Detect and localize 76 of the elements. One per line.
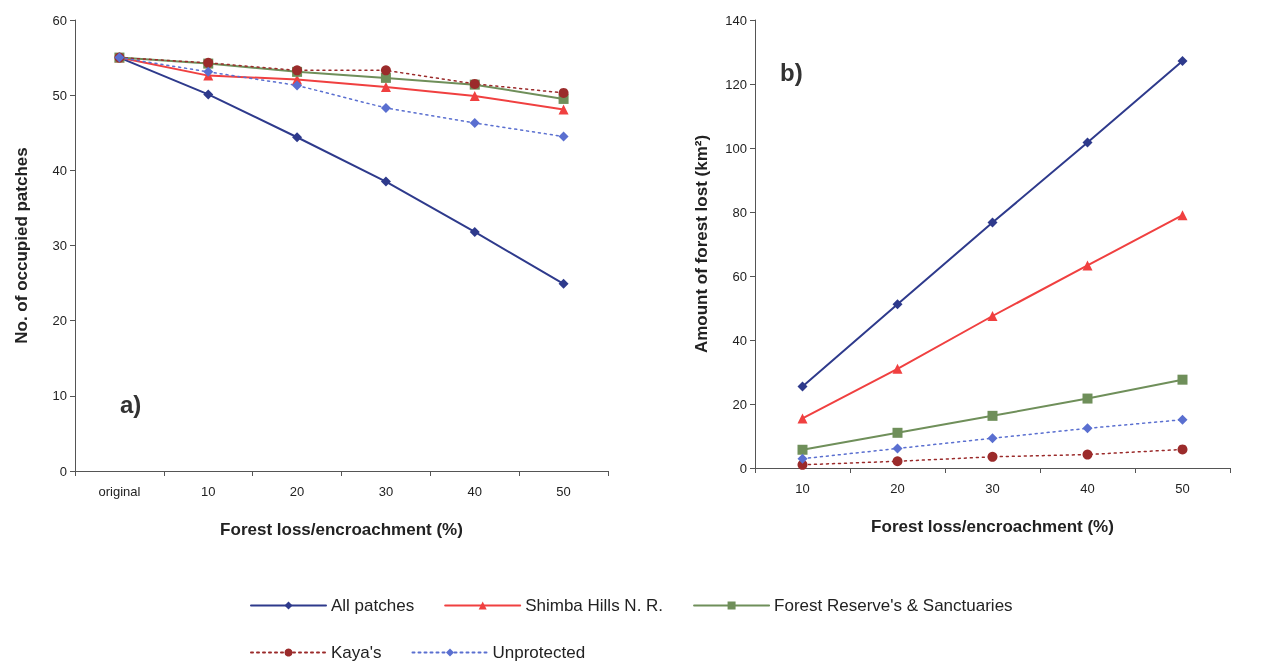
y-tick-label: 10 xyxy=(52,388,67,404)
point xyxy=(797,444,808,455)
x-tick-label: 20 xyxy=(289,484,305,499)
point xyxy=(203,89,214,100)
point xyxy=(469,117,480,128)
annotation: a) xyxy=(120,390,142,418)
y-tick-label: 50 xyxy=(52,87,67,103)
point xyxy=(987,410,998,421)
y-tick-label: 120 xyxy=(725,76,747,92)
y-tick-label: 30 xyxy=(52,238,67,253)
x-tick-label: 30 xyxy=(985,481,1000,496)
x-tick-label: 30 xyxy=(378,484,394,499)
point xyxy=(558,131,569,142)
point xyxy=(380,176,391,187)
x-tick-label: 50 xyxy=(556,484,571,499)
point xyxy=(1082,260,1093,271)
point xyxy=(797,413,808,424)
point xyxy=(1177,55,1188,66)
x-axis-title: Forest loss/encroachment (%) xyxy=(220,520,463,539)
point xyxy=(892,443,903,454)
point xyxy=(469,90,480,101)
point xyxy=(558,278,569,289)
x-tick-label: original xyxy=(98,484,141,499)
point xyxy=(892,299,903,310)
x-tick-label: 50 xyxy=(1175,481,1190,496)
point xyxy=(1082,393,1093,404)
y-tick-label: 80 xyxy=(732,204,747,220)
y-tick-label: 140 xyxy=(725,12,747,28)
legend-label: Kaya's xyxy=(331,643,382,662)
point xyxy=(1082,423,1093,434)
x-tick-label: 40 xyxy=(1080,481,1095,496)
legend-label: Forest Reserve's & Sanctuaries xyxy=(774,596,1013,615)
point xyxy=(892,456,903,467)
point xyxy=(1082,137,1093,148)
point xyxy=(797,381,808,392)
point xyxy=(1177,414,1188,425)
x-tick-label: 40 xyxy=(467,484,482,499)
point xyxy=(292,80,303,91)
y-tick-label: 40 xyxy=(52,162,67,178)
point xyxy=(987,451,998,462)
legend-label: Shimba Hills N. R. xyxy=(525,596,664,615)
y-axis-title: Amount of forest lost (km²) xyxy=(692,134,711,354)
x-tick-label: 20 xyxy=(890,481,905,496)
point xyxy=(797,453,808,464)
point xyxy=(1082,449,1093,460)
x-axis-title: Forest loss/encroachment (%) xyxy=(871,517,1114,536)
x-tick-label: 10 xyxy=(201,484,216,499)
point xyxy=(380,102,391,113)
y-tick-label: 20 xyxy=(52,313,67,329)
y-tick-label: 100 xyxy=(725,140,747,156)
point xyxy=(558,87,569,98)
legend-label: All patches xyxy=(331,596,415,615)
point xyxy=(987,433,998,444)
y-tick-label: 0 xyxy=(59,463,67,479)
y-tick-label: 40 xyxy=(732,332,747,348)
point xyxy=(380,81,391,92)
point xyxy=(469,226,480,237)
point xyxy=(1177,444,1188,455)
y-tick-label: 0 xyxy=(739,460,747,476)
y-tick-label: 60 xyxy=(52,12,67,28)
point xyxy=(987,311,998,321)
point xyxy=(1177,210,1188,221)
y-tick-label: 60 xyxy=(732,268,747,284)
point xyxy=(203,66,214,77)
annotation: b) xyxy=(780,58,803,86)
point xyxy=(892,427,903,438)
point xyxy=(380,65,391,76)
point xyxy=(987,217,998,228)
y-tick-label: 20 xyxy=(732,396,747,412)
y-axis-title: No. of occupied patches xyxy=(12,147,31,344)
x-tick-label: 10 xyxy=(795,481,810,496)
point xyxy=(892,363,903,374)
legend-label: Unprotected xyxy=(492,643,586,662)
point xyxy=(292,132,303,143)
point xyxy=(1177,374,1188,385)
point xyxy=(558,104,569,115)
